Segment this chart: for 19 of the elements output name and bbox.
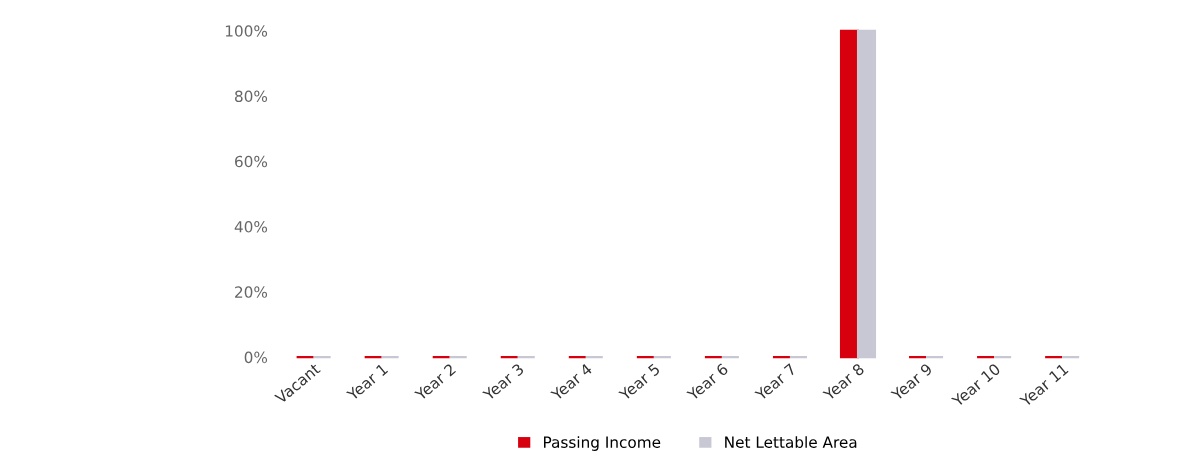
x-tick-label: Year 9 xyxy=(890,362,933,402)
x-tick-label: Year 11 xyxy=(1019,363,1069,408)
y-tick-label: 80% xyxy=(235,90,268,103)
legend-label: Passing Income xyxy=(544,436,661,451)
y-tick-label: 20% xyxy=(235,286,268,298)
y-tick-label: 40% xyxy=(234,221,268,233)
x-tick-label: Year 8 xyxy=(822,362,865,402)
y-tick-label: 60% xyxy=(235,155,268,168)
x-tick-label: Year 1 xyxy=(345,363,389,402)
x-tick-label: Year 5 xyxy=(618,363,661,402)
x-tick-label: Year 2 xyxy=(413,363,457,402)
x-tick-label: Year 7 xyxy=(754,363,797,402)
legend-label: Net Lettable Area xyxy=(725,436,857,448)
x-tick-label: Year 3 xyxy=(481,362,525,402)
y-tick-label: 100% xyxy=(225,25,268,37)
x-tick-label: Year 6 xyxy=(686,362,729,402)
x-tick-label: Year 10 xyxy=(950,362,1001,408)
x-tick-label: Year 4 xyxy=(550,362,593,402)
y-tick-label: 0% xyxy=(244,351,268,364)
